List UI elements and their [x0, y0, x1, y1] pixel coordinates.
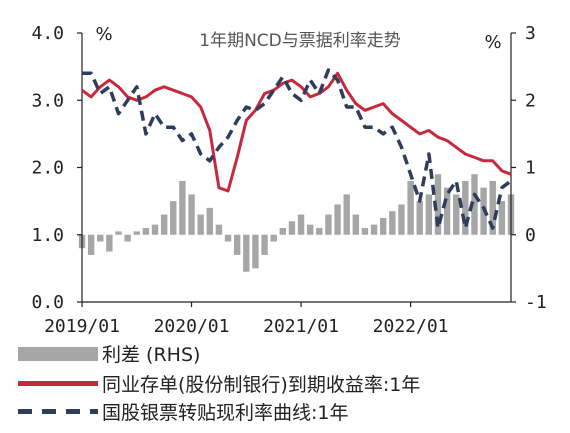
left-tick-label: 2.0 [31, 158, 64, 179]
spread-bar [352, 214, 360, 235]
spread-bar [252, 234, 259, 269]
ncd-yield-line [81, 71, 512, 193]
spread-bar [179, 180, 186, 235]
spread-bar [188, 194, 195, 235]
left-tick-label: 0.0 [31, 292, 64, 313]
spread-bars [78, 174, 515, 272]
spread-bar [197, 214, 204, 235]
right-axis-ticks: -1 0 1 2 3 [511, 23, 547, 313]
right-unit-label: % [484, 32, 501, 53]
right-tick-label: -1 [525, 292, 547, 313]
spread-bar [434, 174, 442, 235]
spread-bar [215, 224, 223, 235]
spread-bar [407, 180, 414, 235]
legend-label-bill: 国股银票转贴现利率曲线:1年 [102, 402, 349, 424]
spread-bar [443, 187, 451, 235]
spread-bar [316, 228, 323, 235]
spread-bar [361, 228, 369, 235]
legend-item-ncd: 同业存单(股份制银行)到期收益率:1年 [18, 370, 420, 397]
spread-bar [425, 194, 433, 235]
x-tick-label: 2021/01 [263, 316, 339, 337]
spread-bar [106, 234, 113, 252]
spread-bar [124, 234, 131, 242]
legend-item-bill: 国股银票转贴现利率曲线:1年 [18, 398, 349, 425]
spread-bar [87, 234, 95, 255]
spread-bar [398, 204, 405, 235]
spread-bar [370, 224, 378, 235]
spread-bar [206, 207, 213, 235]
spread-bar [115, 231, 122, 235]
spread-bar [462, 180, 469, 235]
spread-bar [343, 194, 350, 235]
chart-title: 1年期NCD与票据利率走势 [199, 31, 401, 51]
left-unit-label: % [95, 24, 112, 45]
left-tick-label: 4.0 [31, 23, 64, 44]
legend-label-ncd: 同业存单(股份制银行)到期收益率:1年 [102, 374, 421, 396]
spread-bar [224, 234, 232, 242]
spread-bar [471, 174, 478, 235]
spread-bar [243, 234, 250, 272]
spread-bar [233, 234, 241, 255]
right-tick-label: 2 [525, 90, 536, 111]
spread-bar [416, 201, 423, 235]
spread-bar [270, 234, 277, 242]
spread-bar [380, 217, 387, 235]
spread-bar [261, 234, 268, 255]
left-tick-label: 3.0 [31, 90, 64, 111]
axes [81, 33, 512, 303]
spread-bar [97, 234, 104, 242]
spread-bar [170, 201, 177, 235]
right-tick-label: 3 [525, 23, 536, 44]
spread-bar [160, 214, 168, 235]
spread-bar [334, 204, 341, 235]
spread-bar [279, 228, 287, 235]
x-axis-ticks: 2019/01 2020/01 2021/01 2022/01 [44, 302, 449, 337]
spread-bar [133, 231, 140, 235]
bill-rate-line [82, 68, 513, 230]
spread-bar [489, 180, 496, 235]
legend-swatch-bill [18, 409, 98, 414]
spread-bar [498, 201, 506, 235]
x-tick-label: 2019/01 [44, 316, 120, 337]
spread-bar [389, 211, 396, 235]
series-lines [81, 68, 513, 230]
spread-bar [453, 194, 460, 235]
left-axis-ticks: 0.0 1.0 2.0 3.0 4.0 [31, 23, 82, 313]
spread-bar [142, 228, 150, 235]
legend-item-spread: 利差 (RHS) [18, 340, 200, 367]
spread-bar [306, 224, 314, 235]
legend-swatch-spread [18, 346, 98, 361]
spread-bar [325, 214, 332, 235]
x-tick-label: 2022/01 [373, 316, 449, 337]
x-tick-label: 2020/01 [154, 316, 230, 337]
spread-bar [288, 221, 296, 235]
spread-bar [151, 224, 159, 235]
right-tick-label: 1 [525, 158, 536, 179]
legend-label-spread: 利差 (RHS) [102, 344, 201, 366]
spread-bar [297, 214, 305, 235]
legend-swatch-ncd [18, 381, 98, 386]
left-tick-label: 1.0 [31, 225, 64, 246]
right-tick-label: 0 [525, 225, 536, 246]
